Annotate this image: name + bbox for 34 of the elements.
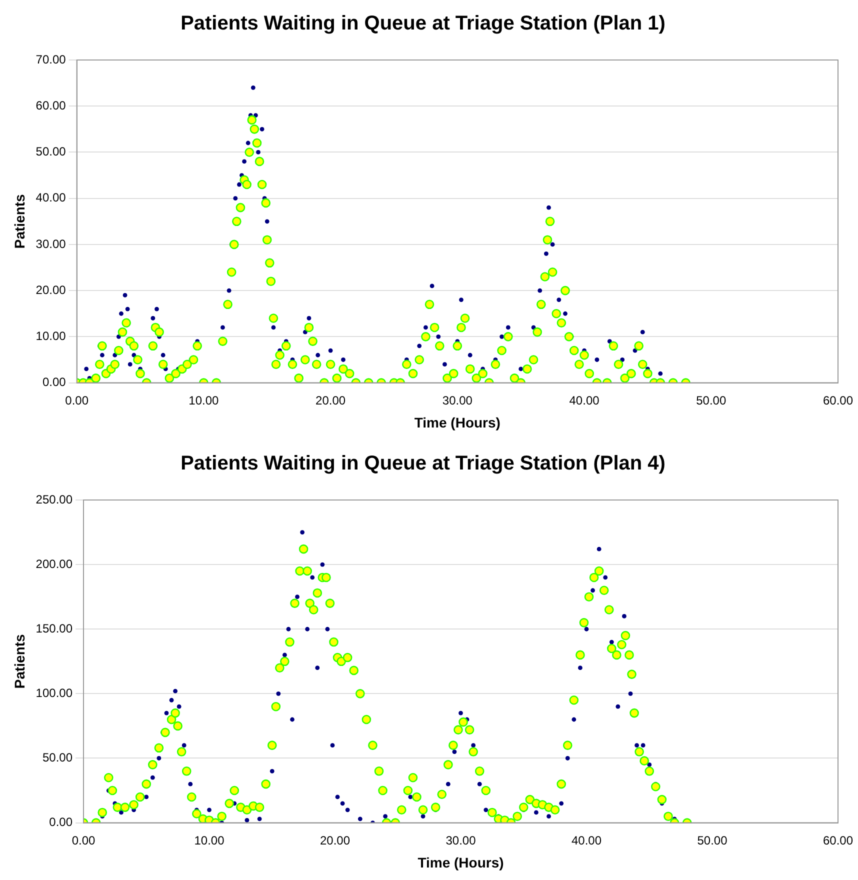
x-tick-label: 50.00 xyxy=(696,393,726,408)
y-tick-label: 60.00 xyxy=(36,98,66,112)
y-tick-label: 200.00 xyxy=(36,556,73,571)
x-tick-label: 40.00 xyxy=(571,833,602,848)
x-tick-label: 50.00 xyxy=(697,833,728,848)
y-tick-label: 0.00 xyxy=(42,375,66,390)
y-axis-title: Patients xyxy=(11,634,28,689)
chart-title: Patients Waiting in Queue at Triage Station (Plan 4) xyxy=(180,452,666,475)
x-axis-title: Time (Hours) xyxy=(418,854,504,870)
y-tick-label: 150.00 xyxy=(36,621,73,636)
y-tick-label: 50.00 xyxy=(36,144,66,159)
y-axis-title: Patients xyxy=(11,194,28,249)
y-tick-label: 0.00 xyxy=(49,815,73,830)
y-tick-label: 70.00 xyxy=(36,52,66,66)
x-tick-label: 10.00 xyxy=(188,393,220,408)
y-tick-label: 50.00 xyxy=(42,750,73,765)
y-tick-label: 30.00 xyxy=(36,236,66,251)
x-axis-title: Time (Hours) xyxy=(414,414,500,430)
y-tick-label: 250.00 xyxy=(36,492,73,506)
x-tick-label: 0.00 xyxy=(72,833,96,848)
x-tick-label: 60.00 xyxy=(822,833,854,848)
x-tick-label: 60.00 xyxy=(822,393,854,408)
x-tick-label: 10.00 xyxy=(194,833,225,848)
x-tick-label: 0.00 xyxy=(65,393,89,408)
y-tick-label: 20.00 xyxy=(36,282,66,297)
y-tick-label: 100.00 xyxy=(36,686,73,700)
y-tick-label: 10.00 xyxy=(36,329,66,343)
x-tick-label: 40.00 xyxy=(569,393,600,408)
x-tick-label: 30.00 xyxy=(442,393,473,408)
chart-title: Patients Waiting in Queue at Triage Station (Plan 1) xyxy=(180,12,666,35)
x-tick-label: 20.00 xyxy=(320,833,350,848)
x-tick-label: 30.00 xyxy=(446,833,476,848)
x-tick-label: 20.00 xyxy=(316,393,346,408)
y-tick-label: 40.00 xyxy=(36,190,66,205)
